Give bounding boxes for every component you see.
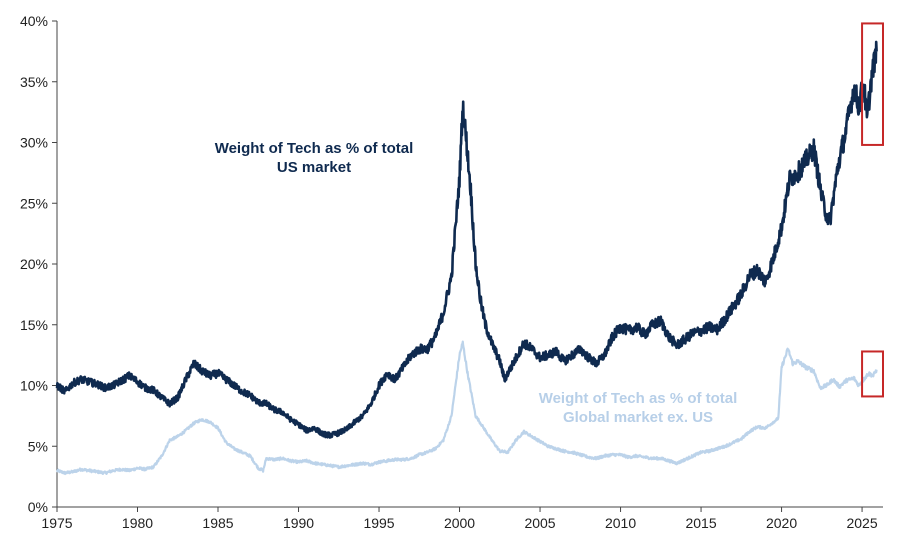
y-tick-label: 30% xyxy=(20,135,48,151)
x-tick-label: 2000 xyxy=(444,515,475,531)
annotation-layer: Weight of Tech as % of total US marketWei… xyxy=(215,140,738,426)
y-tick-label: 25% xyxy=(20,195,48,211)
annotation-line: US market xyxy=(277,159,351,176)
x-tick-label: 1975 xyxy=(41,515,72,531)
x-tick-label: 1985 xyxy=(202,515,233,531)
annotation-line: Global market ex. US xyxy=(563,409,713,426)
x-tick-label: 2020 xyxy=(766,515,797,531)
highlight-box-us xyxy=(861,22,885,146)
annotation-line: Weight of Tech as % of total xyxy=(539,390,738,407)
x-tick-label: 1980 xyxy=(122,515,153,531)
y-tick-label: 0% xyxy=(28,499,48,515)
y-tick-label: 40% xyxy=(20,13,48,29)
y-tick-label: 10% xyxy=(20,378,48,394)
y-axis-ticks: 0% 5% 10% 15% 20% 25% 30% 35% 40% xyxy=(20,13,57,515)
series-line-global xyxy=(55,340,878,476)
y-tick-label: 5% xyxy=(28,438,48,454)
highlight-layer xyxy=(861,22,885,398)
annotation-line: Weight of Tech as % of total xyxy=(215,140,414,157)
highlight-box-global xyxy=(861,350,885,398)
x-axis-ticks: 1975 1980 1985 1990 1995 2000 2005 2010 2015 2020… xyxy=(41,507,878,531)
annotation-global: Weight of Tech as % of total Global marke… xyxy=(539,390,738,426)
y-tick-label: 15% xyxy=(20,317,48,333)
series-layer xyxy=(55,40,878,476)
x-tick-label: 2025 xyxy=(846,515,877,531)
y-tick-label: 20% xyxy=(20,256,48,272)
y-tick-label: 35% xyxy=(20,74,48,90)
annotation-us: Weight of Tech as % of total US market xyxy=(215,140,414,176)
x-tick-label: 2010 xyxy=(605,515,636,531)
x-tick-label: 2015 xyxy=(685,515,716,531)
x-tick-label: 1990 xyxy=(283,515,314,531)
x-tick-label: 1995 xyxy=(363,515,394,531)
series-line-us xyxy=(55,40,878,439)
x-tick-label: 2005 xyxy=(524,515,555,531)
